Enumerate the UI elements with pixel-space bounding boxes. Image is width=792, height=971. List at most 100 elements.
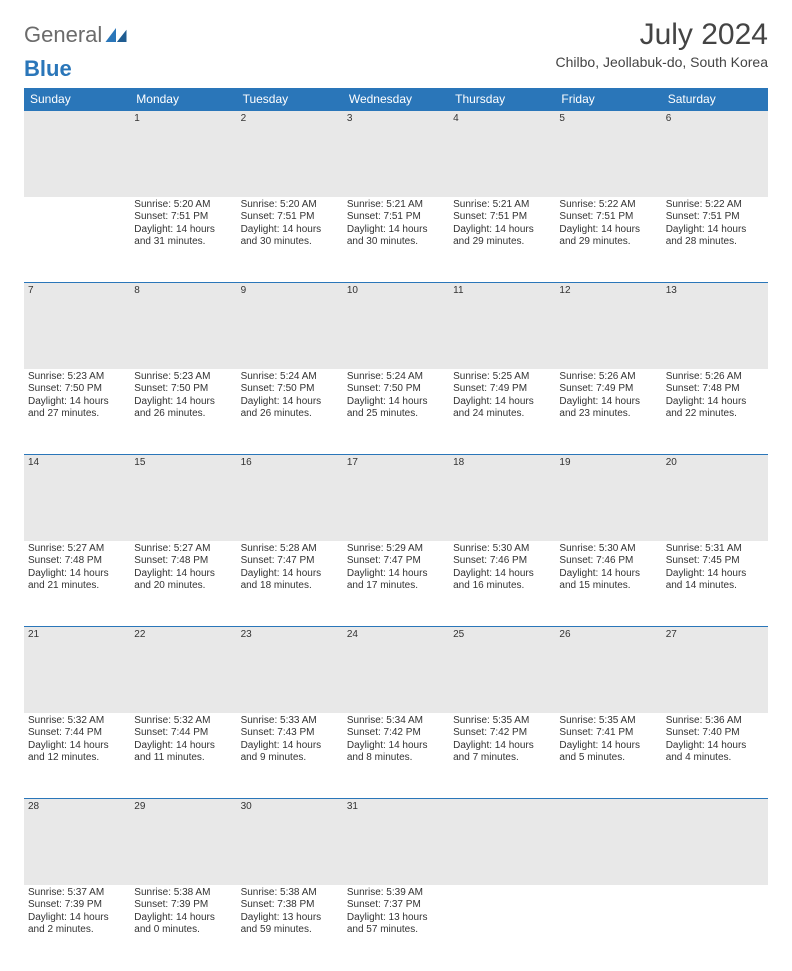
day-number (555, 799, 661, 885)
calendar-cell: Sunrise: 5:35 AMSunset: 7:41 PMDaylight:… (555, 713, 661, 799)
day-number: 5 (555, 111, 661, 197)
col-wednesday: Wednesday (343, 88, 449, 111)
calendar-cell (555, 885, 661, 971)
sunrise-text: Sunrise: 5:24 AM (347, 371, 445, 384)
daylight-text-2: and 11 minutes. (134, 752, 232, 765)
daylight-text-2: and 7 minutes. (453, 752, 551, 765)
day-number: 19 (555, 455, 661, 541)
daylight-text-1: Daylight: 14 hours (559, 224, 657, 237)
daylight-text-2: and 31 minutes. (134, 236, 232, 249)
daylight-text-2: and 29 minutes. (559, 236, 657, 249)
sunrise-text: Sunrise: 5:26 AM (666, 371, 764, 384)
col-friday: Friday (555, 88, 661, 111)
sunrise-text: Sunrise: 5:20 AM (134, 199, 232, 212)
sunset-text: Sunset: 7:40 PM (666, 727, 764, 740)
daylight-text-2: and 18 minutes. (241, 580, 339, 593)
sunset-text: Sunset: 7:46 PM (559, 555, 657, 568)
calendar-cell: Sunrise: 5:23 AMSunset: 7:50 PMDaylight:… (24, 369, 130, 455)
daylight-text-1: Daylight: 14 hours (347, 396, 445, 409)
daylight-text-1: Daylight: 14 hours (453, 568, 551, 581)
sunset-text: Sunset: 7:39 PM (134, 899, 232, 912)
calendar-cell: Sunrise: 5:22 AMSunset: 7:51 PMDaylight:… (662, 197, 768, 283)
calendar-cell (449, 885, 555, 971)
daylight-text-1: Daylight: 14 hours (453, 396, 551, 409)
col-sunday: Sunday (24, 88, 130, 111)
day-number: 3 (343, 111, 449, 197)
sunset-text: Sunset: 7:50 PM (241, 383, 339, 396)
daylight-text-2: and 29 minutes. (453, 236, 551, 249)
daylight-text-2: and 24 minutes. (453, 408, 551, 421)
sunset-text: Sunset: 7:49 PM (559, 383, 657, 396)
sunset-text: Sunset: 7:51 PM (241, 211, 339, 224)
sunrise-text: Sunrise: 5:21 AM (347, 199, 445, 212)
sunset-text: Sunset: 7:42 PM (453, 727, 551, 740)
sunset-text: Sunset: 7:51 PM (134, 211, 232, 224)
day-number: 25 (449, 627, 555, 713)
logo-text-blue: Blue (24, 58, 72, 80)
sunset-text: Sunset: 7:51 PM (453, 211, 551, 224)
daylight-text-1: Daylight: 14 hours (28, 568, 126, 581)
sunset-text: Sunset: 7:48 PM (28, 555, 126, 568)
sunrise-text: Sunrise: 5:35 AM (453, 715, 551, 728)
calendar-cell: Sunrise: 5:33 AMSunset: 7:43 PMDaylight:… (237, 713, 343, 799)
daylight-text-2: and 0 minutes. (134, 924, 232, 937)
day-number: 11 (449, 283, 555, 369)
daynum-row: 78910111213 (24, 283, 768, 369)
sunrise-text: Sunrise: 5:25 AM (453, 371, 551, 384)
day-number: 2 (237, 111, 343, 197)
sunrise-text: Sunrise: 5:32 AM (28, 715, 126, 728)
sunset-text: Sunset: 7:51 PM (666, 211, 764, 224)
calendar-cell: Sunrise: 5:24 AMSunset: 7:50 PMDaylight:… (237, 369, 343, 455)
day-number: 18 (449, 455, 555, 541)
daylight-text-2: and 26 minutes. (241, 408, 339, 421)
day-number: 24 (343, 627, 449, 713)
day-number: 27 (662, 627, 768, 713)
calendar-cell: Sunrise: 5:38 AMSunset: 7:38 PMDaylight:… (237, 885, 343, 971)
day-number: 21 (24, 627, 130, 713)
daylight-text-1: Daylight: 14 hours (347, 740, 445, 753)
calendar-cell: Sunrise: 5:37 AMSunset: 7:39 PMDaylight:… (24, 885, 130, 971)
calendar-cell: Sunrise: 5:26 AMSunset: 7:49 PMDaylight:… (555, 369, 661, 455)
day-number: 8 (130, 283, 236, 369)
day-number: 12 (555, 283, 661, 369)
day-number: 30 (237, 799, 343, 885)
sunrise-text: Sunrise: 5:29 AM (347, 543, 445, 556)
logo-text-general: General (24, 24, 102, 46)
sunset-text: Sunset: 7:44 PM (28, 727, 126, 740)
day-number: 23 (237, 627, 343, 713)
daylight-text-1: Daylight: 14 hours (559, 568, 657, 581)
day-number: 6 (662, 111, 768, 197)
day-number (662, 799, 768, 885)
daylight-text-1: Daylight: 14 hours (666, 740, 764, 753)
daylight-text-1: Daylight: 14 hours (134, 568, 232, 581)
day-number: 7 (24, 283, 130, 369)
sunset-text: Sunset: 7:42 PM (347, 727, 445, 740)
day-number: 10 (343, 283, 449, 369)
sunset-text: Sunset: 7:38 PM (241, 899, 339, 912)
daylight-text-1: Daylight: 13 hours (347, 912, 445, 925)
sunrise-text: Sunrise: 5:22 AM (666, 199, 764, 212)
daynum-row: 123456 (24, 111, 768, 197)
daylight-text-1: Daylight: 14 hours (241, 396, 339, 409)
sunrise-text: Sunrise: 5:38 AM (134, 887, 232, 900)
sunset-text: Sunset: 7:50 PM (347, 383, 445, 396)
calendar-row: Sunrise: 5:20 AMSunset: 7:51 PMDaylight:… (24, 197, 768, 283)
sunrise-text: Sunrise: 5:32 AM (134, 715, 232, 728)
calendar-row: Sunrise: 5:37 AMSunset: 7:39 PMDaylight:… (24, 885, 768, 971)
daylight-text-1: Daylight: 13 hours (241, 912, 339, 925)
calendar-cell (662, 885, 768, 971)
calendar-cell: Sunrise: 5:27 AMSunset: 7:48 PMDaylight:… (24, 541, 130, 627)
daylight-text-2: and 5 minutes. (559, 752, 657, 765)
daylight-text-1: Daylight: 14 hours (666, 224, 764, 237)
sunrise-text: Sunrise: 5:20 AM (241, 199, 339, 212)
calendar-body: 123456Sunrise: 5:20 AMSunset: 7:51 PMDay… (24, 111, 768, 971)
sunset-text: Sunset: 7:50 PM (134, 383, 232, 396)
day-number: 28 (24, 799, 130, 885)
daylight-text-1: Daylight: 14 hours (241, 740, 339, 753)
calendar-header-row: Sunday Monday Tuesday Wednesday Thursday… (24, 88, 768, 111)
daylight-text-2: and 12 minutes. (28, 752, 126, 765)
day-number: 15 (130, 455, 236, 541)
calendar-cell: Sunrise: 5:28 AMSunset: 7:47 PMDaylight:… (237, 541, 343, 627)
sunset-text: Sunset: 7:48 PM (666, 383, 764, 396)
calendar-row: Sunrise: 5:32 AMSunset: 7:44 PMDaylight:… (24, 713, 768, 799)
